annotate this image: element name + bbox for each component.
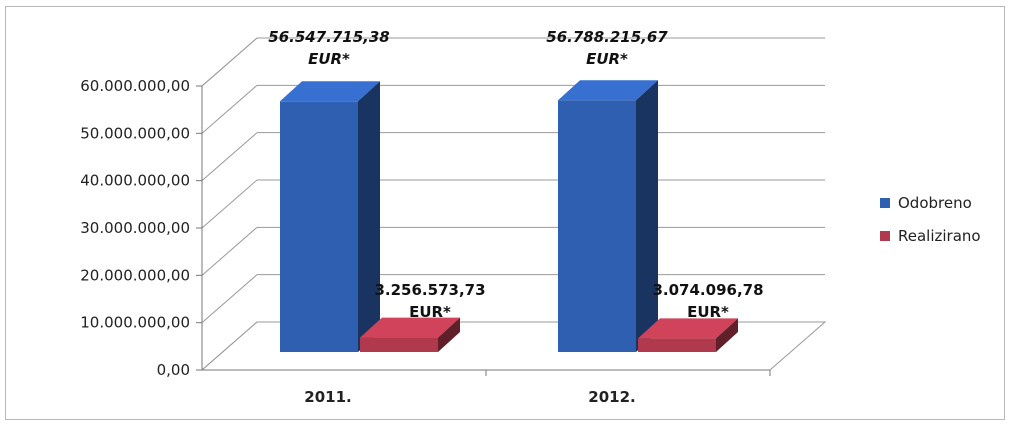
x-tick-label: 2011. xyxy=(304,388,351,406)
y-tick-label: 10.000.000,00 xyxy=(80,314,190,332)
bar-side xyxy=(636,80,658,353)
gridline-side xyxy=(201,226,258,276)
x-tick-label: 2012. xyxy=(588,388,635,406)
data-label-odobreno: 56.547.715,38 xyxy=(268,28,389,46)
y-tick-label: 20.000.000,00 xyxy=(80,266,190,284)
y-axis: 0,00 10.000.000,00 20.000.000,00 30.000.000… xyxy=(80,77,203,379)
bar-top xyxy=(280,81,380,102)
bar-side xyxy=(358,81,380,353)
bar-side xyxy=(716,318,738,352)
bar-odobreno-2011 xyxy=(280,81,380,353)
chart-frame xyxy=(5,6,1005,420)
gridline-side xyxy=(201,37,258,87)
data-labels: 56.547.715,38 EUR* 3.256.573,73 EUR* 56.788.… xyxy=(268,28,763,321)
bar-front xyxy=(280,101,358,352)
bar-top xyxy=(558,80,658,101)
legend-swatch-odobreno xyxy=(880,198,890,208)
legend-label-realizirano: Realizirano xyxy=(898,227,981,245)
bar-realizirano-2011 xyxy=(360,317,460,352)
y-tick-label: 0,00 xyxy=(157,361,190,379)
data-label-realizirano: EUR* xyxy=(687,303,729,321)
data-label-realizirano: 3.074.096,78 xyxy=(652,281,763,299)
data-label-odobreno: EUR* xyxy=(308,50,350,68)
y-tick-label: 30.000.000,00 xyxy=(80,219,190,237)
legend-label-odobreno: Odobreno xyxy=(898,194,972,212)
bar-realizirano-2012 xyxy=(638,318,738,352)
y-tick-label: 50.000.000,00 xyxy=(80,124,190,142)
data-label-odobreno: 56.788.215,67 xyxy=(546,28,668,46)
bar-front xyxy=(558,100,636,352)
gridline-side xyxy=(201,321,258,371)
bar-odobreno-2012 xyxy=(558,80,658,353)
bar-front xyxy=(638,338,716,352)
bars xyxy=(280,80,738,353)
data-label-odobreno: EUR* xyxy=(586,50,628,68)
bar-top xyxy=(638,318,738,339)
bar-side xyxy=(438,317,460,352)
legend-swatch-realizirano xyxy=(880,231,890,241)
bar-top xyxy=(360,317,460,338)
x-axis: 2011. 2012. xyxy=(202,369,771,406)
bar-front xyxy=(360,337,438,352)
gridline-side xyxy=(201,274,258,324)
legend: Odobreno Realizirano xyxy=(880,194,981,245)
y-tick-label: 60.000.000,00 xyxy=(80,77,190,95)
y-tick-label: 40.000.000,00 xyxy=(80,172,190,190)
data-label-realizirano: 3.256.573,73 xyxy=(374,281,485,299)
gridline-side xyxy=(201,84,258,134)
data-label-realizirano: EUR* xyxy=(409,303,451,321)
gridline-side xyxy=(201,179,258,229)
gridline-side xyxy=(201,132,258,182)
